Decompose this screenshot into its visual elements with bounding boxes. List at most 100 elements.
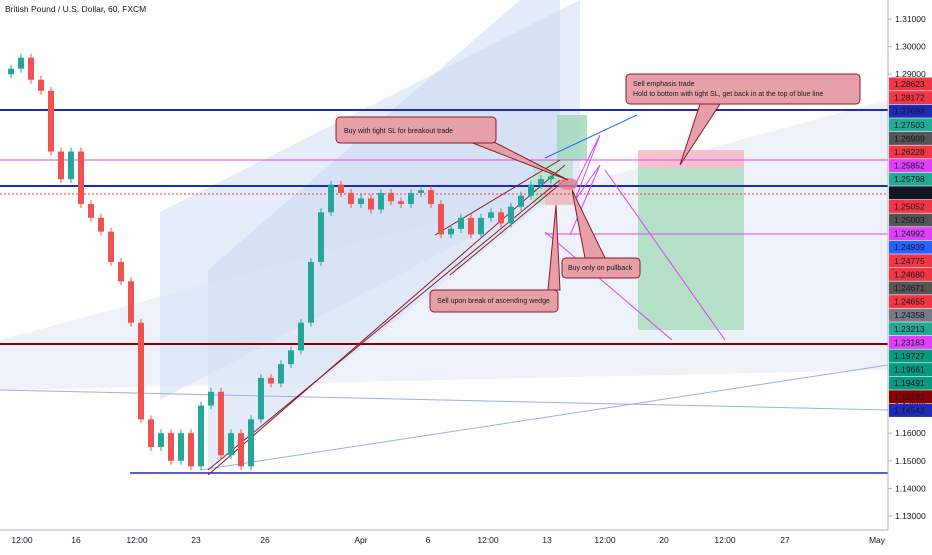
price-tag (889, 77, 932, 91)
highlight (558, 178, 578, 190)
price-tag (889, 145, 932, 159)
callout (335, 116, 497, 144)
wedge-line (207, 179, 561, 471)
price-tag (889, 295, 932, 309)
price-tag-label: 1.25798 (894, 174, 925, 184)
price-tag (889, 199, 932, 213)
price-tag-label: 1.24939 (894, 242, 925, 252)
candle (58, 151, 64, 180)
candle (188, 433, 194, 467)
candle (208, 391, 214, 406)
long-target (557, 115, 587, 160)
price-tag (889, 349, 932, 363)
candle (298, 322, 304, 351)
candles (8, 53, 554, 471)
x-tick-label: 12:00 (11, 535, 33, 545)
arrow (604, 169, 726, 341)
x-tick-label: 16 (71, 535, 81, 545)
note: Sell upon break of ascending wedge (437, 298, 550, 305)
candle (408, 192, 414, 204)
price-tag (889, 213, 932, 227)
arrow (544, 114, 638, 159)
price-tag-label: 1.19661 (894, 365, 925, 375)
price-tag-label: 1.19491 (894, 378, 925, 388)
candle (538, 179, 544, 185)
price-tag-label: 1.27698 (894, 106, 925, 116)
price-tag-label: 1.14543 (894, 405, 925, 415)
price-tag (889, 390, 932, 404)
candle (38, 79, 44, 91)
trend-line (199, 364, 889, 471)
note: Sell emphasis trade (633, 81, 695, 88)
price-tag (889, 91, 932, 105)
price-tag (889, 335, 932, 349)
x-tick-label: 12:00 (594, 535, 616, 545)
price-tag-label: 1.28172 (894, 93, 925, 103)
price-tag-label: 1.24992 (894, 229, 925, 239)
candle (148, 419, 154, 447)
candle (98, 217, 104, 232)
candle (128, 281, 134, 323)
note: Buy only on pullback (568, 265, 633, 272)
price-tag-label: 1.26228 (894, 147, 925, 157)
price-tag-label: 1.25003 (894, 215, 925, 225)
candle (448, 228, 454, 235)
candle (388, 192, 394, 202)
candle (528, 184, 534, 196)
x-tick-label: May (869, 535, 886, 545)
candle (108, 231, 114, 262)
candle (258, 377, 264, 420)
candle (28, 57, 34, 80)
callout (561, 257, 641, 279)
trend-line (0, 389, 889, 411)
candle (488, 212, 494, 218)
wedge-line (434, 159, 561, 236)
price-tag (889, 104, 932, 118)
x-tick-label: Apr (354, 535, 367, 545)
price-tag-label: 1.24358 (894, 310, 925, 320)
x-tick-label: 6 (426, 535, 431, 545)
candle (368, 198, 374, 210)
x-tick-label: 26 (260, 535, 270, 545)
price-tag (889, 322, 932, 336)
candle (288, 350, 294, 365)
y-tick-label: 1.16000 (895, 428, 926, 438)
y-tick-label: 1.14000 (895, 483, 926, 493)
candle (458, 217, 464, 229)
x-tick-label: 27 (780, 535, 790, 545)
candle (358, 198, 364, 204)
price-tag-label: 1.23213 (894, 324, 925, 334)
candle (478, 217, 484, 235)
candle (318, 212, 324, 262)
price-tag (889, 308, 932, 322)
candle (548, 176, 554, 180)
price-tag-label: 1.27503 (894, 120, 925, 130)
candle (398, 201, 404, 204)
x-tick-label: 12:00 (477, 535, 499, 545)
price-tag (889, 376, 932, 390)
arrow (544, 231, 673, 341)
candle (178, 433, 184, 461)
candle (158, 433, 164, 447)
wedge-line (449, 179, 566, 276)
price-tag (889, 363, 932, 377)
candle (68, 151, 74, 180)
price-tag-label: 1.19727 (894, 351, 925, 361)
candle (238, 433, 244, 467)
candle (8, 68, 14, 75)
candle (428, 190, 434, 204)
candle (48, 90, 54, 152)
candle (78, 151, 84, 204)
candle (508, 206, 514, 224)
price-tag-label: 1.26909 (894, 133, 925, 143)
candle (268, 377, 274, 384)
price-tag (889, 186, 932, 200)
short-target (638, 168, 744, 330)
chart-title: British Pound / U.S. Dollar, 60, FXCM (5, 4, 146, 14)
candle (338, 184, 344, 193)
price-tag-label: 1.24680 (894, 269, 925, 279)
note: Hold to bottom with tight SL, get back i… (633, 91, 823, 98)
x-tick-label: 20 (659, 535, 669, 545)
price-tag (889, 118, 932, 132)
